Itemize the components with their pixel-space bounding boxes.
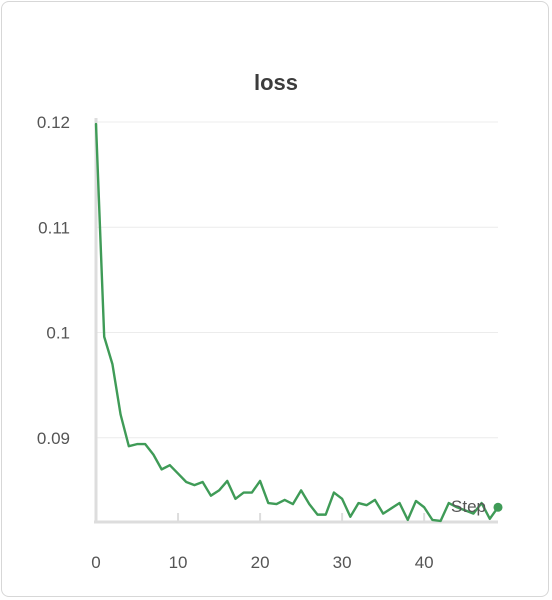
series-layer bbox=[94, 122, 503, 523]
x-tick-label: 40 bbox=[415, 553, 434, 572]
grid-lines bbox=[96, 121, 498, 439]
axes bbox=[94, 118, 498, 524]
x-axis-label: Step bbox=[451, 497, 486, 516]
x-tick-label: 0 bbox=[91, 553, 100, 572]
chart-title: loss bbox=[253, 70, 299, 95]
y-tick-label: 0.1 bbox=[46, 324, 70, 343]
tick-labels: 0.09 0.1 0.11 0.12 0 10 20 30 40 Step bbox=[37, 113, 486, 572]
x-tick-label: 30 bbox=[333, 553, 352, 572]
y-tick-label: 0.09 bbox=[37, 429, 70, 448]
y-tick-label: 0.11 bbox=[38, 218, 70, 237]
y-tick-label: 0.12 bbox=[37, 113, 70, 132]
series-last-point bbox=[493, 502, 503, 512]
series-line bbox=[94, 122, 500, 523]
x-tick-label: 20 bbox=[251, 553, 270, 572]
x-tick-label: 10 bbox=[169, 553, 188, 572]
